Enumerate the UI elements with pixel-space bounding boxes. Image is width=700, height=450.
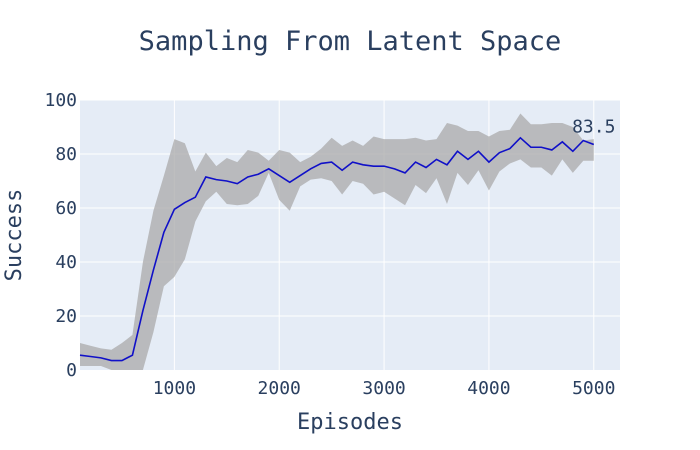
- x-tick-label: 4000: [467, 378, 510, 399]
- series-line: [79, 136, 595, 362]
- y-tick-label: 40: [55, 252, 77, 273]
- x-axis-label: Episodes: [297, 410, 403, 435]
- y-tick-label: 80: [55, 144, 77, 165]
- end-value-label: 83.5: [572, 117, 615, 138]
- y-tick-label: 60: [55, 198, 77, 219]
- x-tick-label: 3000: [362, 378, 405, 399]
- y-axis-label: Success: [2, 189, 27, 282]
- y-tick-label: 0: [66, 360, 77, 381]
- chart-title: Sampling From Latent Space: [139, 26, 562, 57]
- y-tick-label: 100: [44, 90, 77, 111]
- x-tick-label: 5000: [572, 378, 615, 399]
- y-tick-labels: 0 20 40 60 80 100: [44, 90, 77, 381]
- x-tick-label: 1000: [153, 378, 196, 399]
- x-tick-labels: 1000 2000 3000 4000 5000: [153, 378, 616, 399]
- x-tick-label: 2000: [258, 378, 301, 399]
- y-tick-label: 20: [55, 306, 77, 327]
